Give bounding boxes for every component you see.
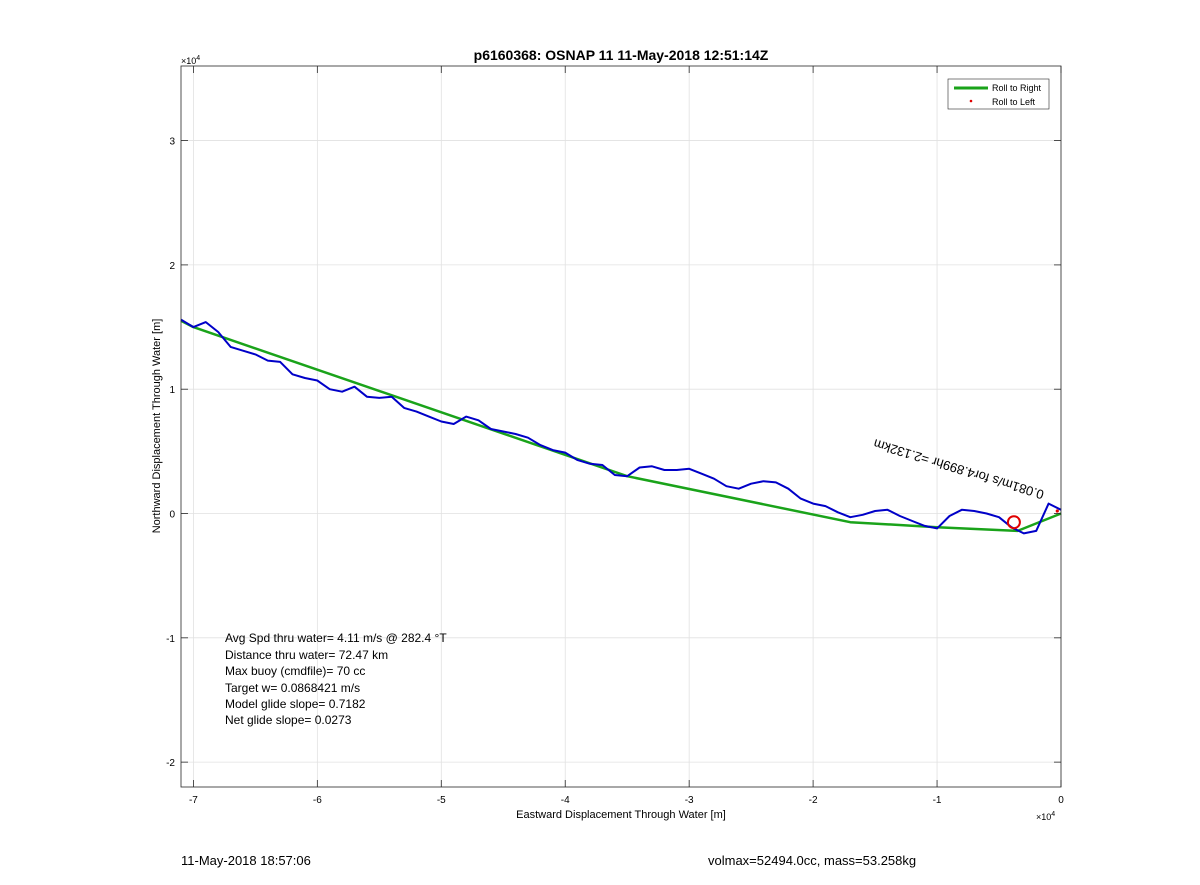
series-layer [180,318,1062,535]
series-line-track [180,318,1062,535]
stats-line: Net glide slope= 0.0273 [225,713,352,727]
grid [181,66,1062,787]
y-axis-label: Northward Displacement Through Water [m] [151,319,163,534]
start-marker-circle [1006,515,1021,530]
x-exponent-label: ×104 [1036,811,1055,822]
ticks: -7 -6 -5 -4 -3 -2 -1 0 -2 -1 0 1 2 3 [166,66,1064,806]
x-tick-label: -5 [437,795,446,806]
legend-box [947,78,1050,110]
legend-label-roll-right: Roll to Right [992,83,1042,93]
footer-timestamp: 11-May-2018 18:57:06 [181,853,311,868]
x-tick-label: -3 [685,795,694,806]
x-exponent-power: 4 [1051,811,1055,818]
y-tick-label: -2 [166,758,175,769]
chart-title: p6160368: OSNAP 11 11-May-2018 12:51:14Z [474,47,769,63]
x-tick-label: -7 [189,795,198,806]
stats-line: Target w= 0.0868421 m/s [225,681,360,695]
x-tick-label: 0 [1058,795,1064,806]
x-tick-label: -2 [809,795,818,806]
marker-layer [1006,509,1059,530]
roll-left-point [1055,509,1059,513]
stats-text-box: Avg Spd thru water= 4.11 m/s @ 282.4 °T … [225,631,447,727]
y-exponent-power: 4 [196,55,200,62]
x-axis-label: Eastward Displacement Through Water [m] [516,809,726,821]
x-exponent-base: ×10 [1036,812,1051,822]
plot-area [181,66,1061,787]
y-tick-label: 0 [169,510,175,521]
y-exponent-label: ×104 [181,55,200,66]
x-tick-label: -4 [561,795,570,806]
stats-line: Model glide slope= 0.7182 [225,697,366,711]
y-tick-label: 2 [169,261,175,272]
x-tick-label: -1 [933,795,942,806]
legend-label-roll-left: Roll to Left [992,97,1036,107]
footer-vol-mass: volmax=52494.0cc, mass=53.258kg [708,853,917,868]
stats-line: Distance thru water= 72.47 km [225,648,388,662]
x-tick-label: -6 [313,795,322,806]
y-tick-label: 1 [169,385,175,396]
y-tick-label: 3 [169,137,175,148]
y-tick-label: -1 [166,634,175,645]
legend-swatch-roll-left [969,99,973,103]
stats-line: Avg Spd thru water= 4.11 m/s @ 282.4 °T [225,631,447,645]
stats-line: Max buoy (cmdfile)= 70 cc [225,664,365,678]
legend: Roll to Right Roll to Left [947,78,1050,110]
plot-frame [180,65,1062,788]
y-exponent-base: ×10 [181,56,196,66]
